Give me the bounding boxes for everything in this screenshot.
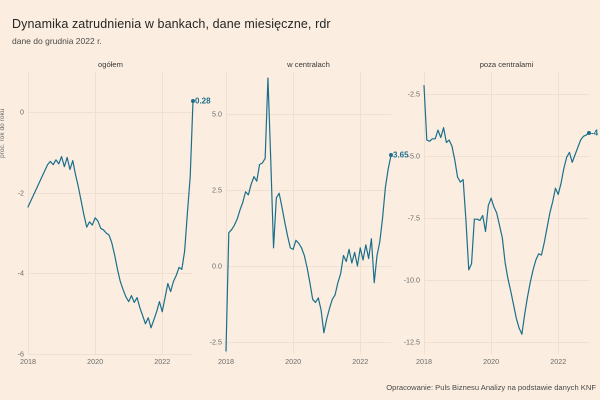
gridline-vertical [558, 72, 560, 354]
gridline-horizontal [226, 114, 391, 116]
x-axis-tick-label: 2020 [483, 357, 500, 366]
gridline-horizontal [424, 94, 589, 96]
gridline-horizontal [226, 266, 391, 268]
series-line [423, 85, 590, 335]
gridline-horizontal [226, 341, 391, 343]
x-axis-tick-label: 2020 [285, 357, 302, 366]
gridline-horizontal [424, 217, 589, 219]
gridline-vertical [491, 72, 493, 354]
x-axis-tick-label: 2018 [218, 357, 234, 366]
y-axis-tick-label: -7.5 [407, 213, 420, 223]
plot-area: 5.0 2.5 0.0 -2.5 2018 2020 2022 3.65 [210, 72, 409, 366]
series-endpoint-marker [587, 130, 591, 135]
gridline-vertical [226, 72, 227, 354]
y-axis-tick-label: -2 [17, 188, 24, 198]
y-axis-tick-label: -6 [17, 349, 24, 359]
gridline-horizontal [424, 341, 589, 343]
gridline-horizontal [424, 156, 589, 158]
series-endpoint-label: 3.65 [393, 150, 409, 160]
gridline-vertical [95, 72, 97, 354]
gridline-horizontal [424, 279, 589, 281]
series-endpoint-marker [389, 153, 393, 158]
x-axis-tick-label: 2018 [416, 357, 432, 366]
gridline-vertical [293, 72, 295, 354]
y-axis-tick-label: -2.5 [407, 89, 420, 99]
plot-area: -2.5 -5.0 -7.5 -10.0 -12.5 2018 2020 2022 -4 [404, 72, 598, 366]
series-endpoint-marker [191, 99, 195, 103]
gridline-horizontal [28, 273, 193, 275]
plot-area: 0 -2 -4 -6 2018 2020 2022 0.28 [18, 72, 211, 366]
y-axis-tick-label: -5.0 [407, 151, 420, 161]
gridline-horizontal [226, 190, 391, 192]
x-axis-tick-label: 2022 [352, 357, 369, 366]
y-axis-tick-label: 2.5 [212, 185, 222, 195]
facet-title: ogółem [98, 60, 123, 69]
gridline-horizontal [28, 192, 193, 194]
y-axis-tick-label: -4 [17, 268, 24, 278]
gridline-vertical [424, 72, 425, 354]
x-axis-tick-label: 2022 [154, 357, 171, 366]
x-axis-tick-label: 2020 [87, 357, 104, 366]
facet-panel-ogolem: ogółem 0 -2 -4 -6 2018 2020 2022 0.28 [18, 60, 211, 378]
x-axis-tick-label: 2018 [20, 357, 36, 366]
gridline-horizontal [28, 112, 193, 114]
gridline-vertical [28, 72, 29, 354]
page-title: Dynamika zatrudnienia w bankach, dane mi… [12, 17, 331, 31]
y-axis-tick-label: 0.0 [212, 261, 222, 271]
facet-title: w centralach [287, 60, 330, 69]
source-caption: Opracowanie: Puls Biznesu Analizy na pod… [386, 383, 596, 392]
series-endpoint-label: 0.28 [195, 96, 211, 106]
y-axis-tick-label: 0 [20, 107, 24, 117]
y-axis-tick-label: -10.0 [403, 275, 420, 285]
y-axis-tick-label: -12.5 [403, 337, 420, 347]
series-line [27, 100, 194, 329]
facet-panel-w-centralach: w centralach 5.0 2.5 0.0 -2.5 2018 2020 2022 3.… [210, 60, 409, 378]
series-line [225, 77, 392, 352]
gridline-horizontal [28, 354, 193, 355]
gridline-vertical [360, 72, 362, 354]
y-axis-tick-label: -2.5 [209, 337, 222, 347]
y-axis-label: proc. rok do roku [0, 108, 6, 158]
series-endpoint-label: -4 [591, 128, 599, 138]
gridline-vertical [162, 72, 164, 354]
page-subtitle: dane do grudnia 2022 r. [12, 36, 102, 46]
facet-title: poza centralami [479, 60, 534, 69]
x-axis-tick-label: 2022 [550, 357, 567, 366]
facet-panel-poza-centralami: poza centralami -2.5 -5.0 -7.5 -10.0 -12.5 20… [404, 60, 599, 378]
y-axis-tick-label: 5.0 [212, 109, 222, 119]
